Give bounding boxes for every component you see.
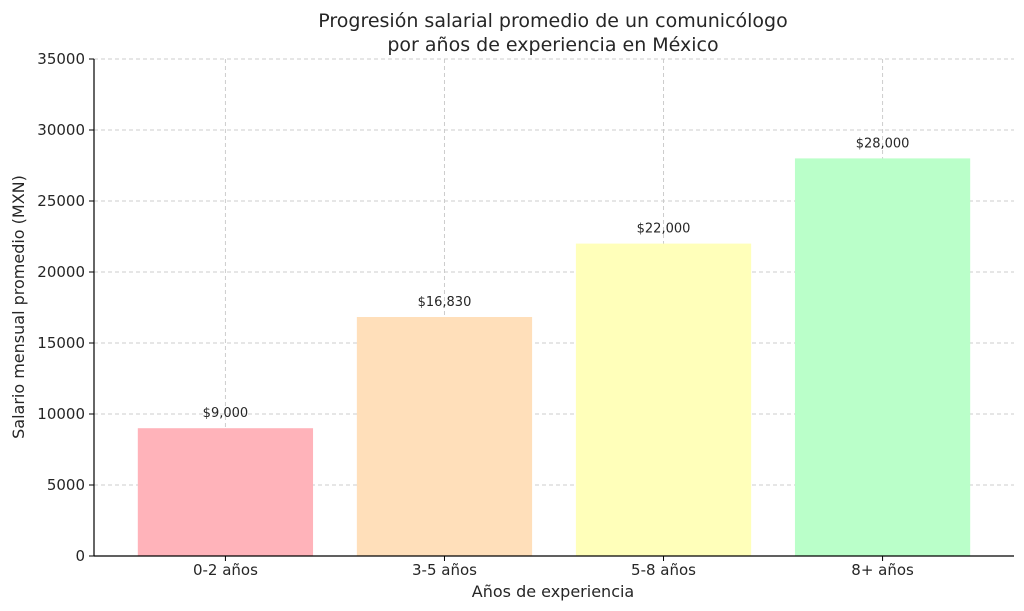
- y-tick-label: 30000: [37, 121, 85, 139]
- y-tick-label: 35000: [37, 50, 85, 68]
- y-tick-label: 10000: [37, 405, 85, 423]
- bar: [794, 158, 971, 556]
- chart-title-line-2: por años de experiencia en México: [387, 34, 718, 56]
- bar-value-label: $22,000: [637, 222, 691, 237]
- bar: [575, 243, 752, 556]
- y-axis-label: Salario mensual promedio (MXN): [9, 175, 28, 439]
- x-tick-label: 0-2 años: [193, 561, 258, 579]
- x-axis-label: Años de experiencia: [472, 582, 634, 601]
- bar-value-label: $16,830: [418, 295, 472, 310]
- axes: [93, 59, 1014, 557]
- x-tick-label: 8+ años: [851, 561, 914, 579]
- y-tick-label: 15000: [37, 334, 85, 352]
- y-ticks: 0 5000 10000 15000 20000 25000 30000 35000: [37, 50, 94, 565]
- chart-title-line-1: Progresión salarial promedio de un comun…: [318, 10, 787, 32]
- bars: [137, 158, 971, 556]
- y-tick-label: 25000: [37, 192, 85, 210]
- bar: [137, 428, 314, 556]
- y-tick-label: 0: [75, 547, 85, 565]
- x-ticks: 0-2 años 3-5 años 5-8 años 8+ años: [193, 556, 914, 579]
- bar: [356, 317, 533, 556]
- y-tick-label: 20000: [37, 263, 85, 281]
- x-tick-label: 5-8 años: [631, 561, 696, 579]
- data-labels: $9,000 $16,830 $22,000 $28,000: [203, 136, 910, 421]
- bar-value-label: $28,000: [856, 136, 910, 151]
- x-tick-label: 3-5 años: [412, 561, 477, 579]
- bar-value-label: $9,000: [203, 406, 249, 421]
- y-tick-label: 5000: [47, 476, 85, 494]
